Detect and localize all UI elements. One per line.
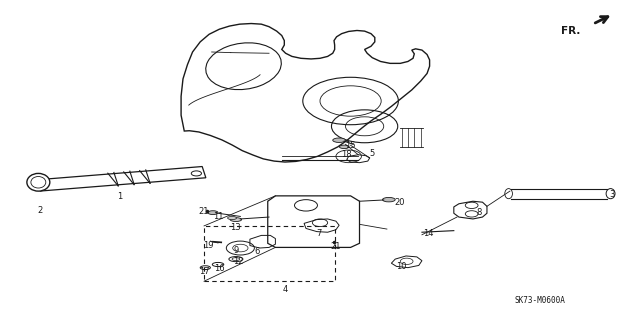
Ellipse shape <box>339 145 349 149</box>
Text: 18: 18 <box>342 150 352 159</box>
Ellipse shape <box>208 211 218 214</box>
Text: SK73-M0600A: SK73-M0600A <box>515 296 565 305</box>
Text: 5: 5 <box>370 149 375 158</box>
Bar <box>204 226 335 281</box>
Text: 8: 8 <box>477 208 482 217</box>
Text: 9: 9 <box>233 246 239 255</box>
Text: 21: 21 <box>199 207 209 216</box>
Ellipse shape <box>383 197 395 202</box>
Text: 16: 16 <box>214 264 225 273</box>
Text: 13: 13 <box>230 223 241 232</box>
Ellipse shape <box>27 174 50 191</box>
Ellipse shape <box>333 138 346 142</box>
Text: 4: 4 <box>282 285 287 294</box>
Ellipse shape <box>230 218 242 221</box>
Text: 7: 7 <box>316 229 321 238</box>
Text: 11: 11 <box>212 212 223 221</box>
Text: 20: 20 <box>394 198 405 207</box>
Text: 1: 1 <box>116 192 122 201</box>
Text: 10: 10 <box>396 262 407 271</box>
Text: 19: 19 <box>204 241 214 250</box>
Circle shape <box>191 171 202 176</box>
Text: 3: 3 <box>609 190 614 199</box>
Text: 15: 15 <box>346 141 356 150</box>
Text: 14: 14 <box>423 229 433 238</box>
Text: 21: 21 <box>331 242 341 251</box>
Ellipse shape <box>505 189 513 199</box>
Text: FR.: FR. <box>561 26 580 36</box>
Text: 2: 2 <box>37 206 42 215</box>
Ellipse shape <box>606 189 615 199</box>
Text: 17: 17 <box>198 267 209 276</box>
Ellipse shape <box>228 216 237 219</box>
Text: 6: 6 <box>255 247 260 256</box>
Polygon shape <box>36 167 206 191</box>
Text: 12: 12 <box>233 257 244 266</box>
